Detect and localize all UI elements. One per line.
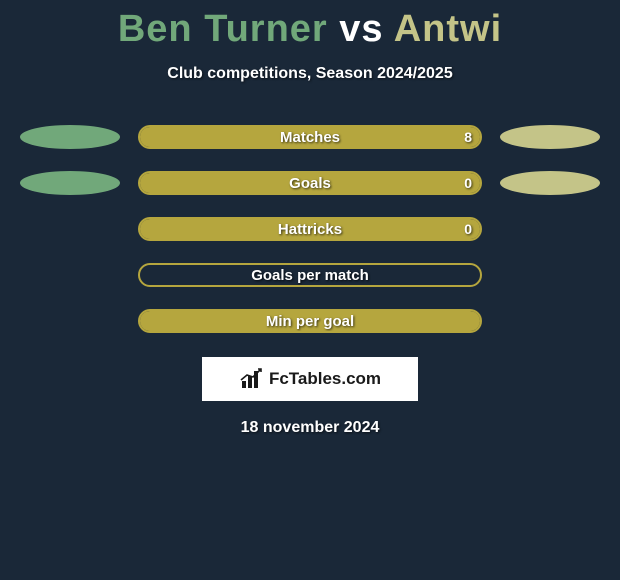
stat-value-right: 0	[464, 173, 472, 193]
stat-row: Goals per match	[0, 263, 620, 287]
date-text: 18 november 2024	[0, 419, 620, 437]
stat-bar: Matches8	[138, 125, 482, 149]
stat-value-right: 0	[464, 219, 472, 239]
brand-text: FcTables.com	[269, 369, 381, 389]
stat-bar: Hattricks0	[138, 217, 482, 241]
player2-name: Antwi	[394, 8, 502, 50]
stat-bar: Min per goal	[138, 309, 482, 333]
player2-ellipse	[500, 171, 600, 195]
stat-label: Goals per match	[140, 265, 480, 285]
player2-ellipse	[500, 125, 600, 149]
stat-label: Matches	[140, 127, 480, 147]
stat-row: Goals0	[0, 171, 620, 195]
player1-name: Ben Turner	[118, 8, 328, 50]
stat-label: Goals	[140, 173, 480, 193]
brand-box: FcTables.com	[202, 357, 418, 401]
stat-rows: Matches8Goals0Hattricks0Goals per matchM…	[0, 125, 620, 333]
stat-bar: Goals0	[138, 171, 482, 195]
subtitle: Club competitions, Season 2024/2025	[0, 65, 620, 83]
stat-row: Matches8	[0, 125, 620, 149]
stat-label: Hattricks	[140, 219, 480, 239]
stat-row: Hattricks0	[0, 217, 620, 241]
bar-chart-icon	[239, 368, 265, 390]
player1-ellipse	[20, 125, 120, 149]
stat-label: Min per goal	[140, 311, 480, 331]
comparison-title: Ben Turner vs Antwi	[0, 0, 620, 51]
stat-row: Min per goal	[0, 309, 620, 333]
vs-text: vs	[339, 8, 383, 50]
player1-ellipse	[20, 171, 120, 195]
stat-bar: Goals per match	[138, 263, 482, 287]
stat-value-right: 8	[464, 127, 472, 147]
